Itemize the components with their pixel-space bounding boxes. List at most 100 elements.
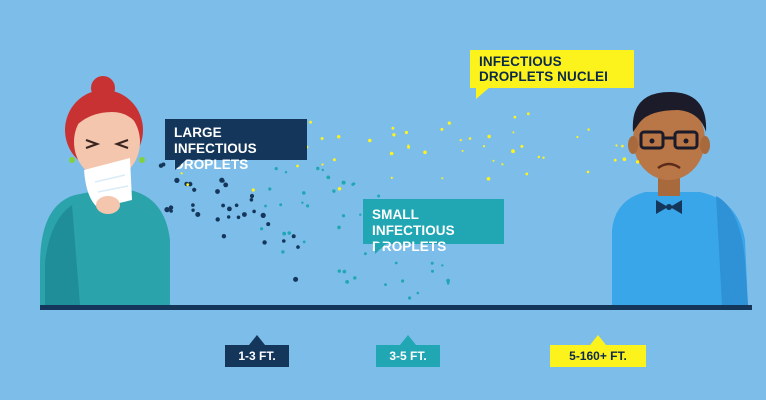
large-droplet xyxy=(191,208,195,212)
nuclei-droplet xyxy=(511,149,515,154)
small-droplet xyxy=(260,227,264,231)
small-droplet xyxy=(401,279,405,283)
small-droplet xyxy=(321,168,324,172)
small-droplet xyxy=(431,269,434,273)
large-droplet xyxy=(234,203,239,208)
small-droplet xyxy=(282,231,287,236)
nuclei-droplet xyxy=(407,145,411,149)
nuclei-droplet xyxy=(613,158,617,162)
small-droplet xyxy=(326,175,331,180)
nuclei-droplet xyxy=(423,150,427,155)
large-droplet xyxy=(249,193,255,199)
nuclei-droplet xyxy=(390,176,393,179)
small-droplet xyxy=(316,166,320,171)
sneezing-woman-icon xyxy=(40,76,170,305)
small-droplets-label: SMALL INFECTIOUS DROPLETS xyxy=(372,207,455,254)
nuclei-droplet xyxy=(251,188,255,192)
small-droplet xyxy=(353,276,357,280)
nuclei-droplet xyxy=(622,157,627,161)
large-droplet xyxy=(168,205,174,210)
large-droplet xyxy=(242,212,247,217)
large-droplet xyxy=(158,163,164,168)
nuclei-droplet xyxy=(537,155,540,159)
ground-line xyxy=(40,305,752,310)
small-droplet xyxy=(359,213,362,216)
nuclei-droplet xyxy=(615,144,618,147)
small-droplet xyxy=(377,194,381,198)
large-droplet xyxy=(282,239,286,243)
distance-label-nuclei: 5-160+ FT. xyxy=(569,349,627,363)
large-droplet xyxy=(221,234,227,239)
nuclei-droplet xyxy=(332,158,336,162)
man-with-glasses-icon xyxy=(612,92,748,305)
nuclei-droplet xyxy=(635,160,640,164)
small-droplet xyxy=(446,282,450,285)
small-droplet xyxy=(268,187,272,191)
nuclei-droplet xyxy=(525,172,529,176)
large-droplet xyxy=(227,215,231,219)
nuclei-droplet xyxy=(501,163,504,166)
small-droplet xyxy=(284,171,288,174)
small-droplet xyxy=(302,240,306,244)
small-droplet xyxy=(384,283,387,286)
nuclei-droplet xyxy=(587,128,590,131)
large-droplet xyxy=(192,187,197,192)
small-droplet xyxy=(351,183,355,186)
small-droplet xyxy=(408,296,412,300)
large-droplet xyxy=(174,177,180,183)
small-droplet xyxy=(394,261,398,265)
nuclei-droplets-callout: INFECTIOUS DROPLETS NUCLEI xyxy=(470,50,634,99)
large-droplet xyxy=(223,182,229,188)
small-droplet xyxy=(337,225,341,230)
small-droplet xyxy=(341,180,346,185)
nuclei-droplet xyxy=(389,151,394,156)
large-droplet xyxy=(296,245,300,249)
nuclei-droplet xyxy=(321,163,324,166)
large-droplet xyxy=(236,215,241,220)
large-droplet xyxy=(191,203,195,207)
large-droplet xyxy=(164,207,170,213)
nuclei-droplet xyxy=(186,183,190,187)
nuclei-droplet xyxy=(391,126,395,130)
large-droplet xyxy=(262,240,267,245)
small-droplet xyxy=(341,214,346,218)
nuclei-droplet xyxy=(320,137,324,140)
small-droplet xyxy=(337,269,341,273)
distance-badge-nuclei: 5-160+ FT. xyxy=(550,335,646,367)
small-droplet xyxy=(363,252,367,256)
nuclei-droplet xyxy=(392,133,396,137)
distance-badge-small: 3-5 FT. xyxy=(376,335,440,367)
large-droplet xyxy=(215,189,220,194)
nuclei-droplet xyxy=(482,145,486,148)
small-droplet xyxy=(287,231,292,235)
nuclei-droplet xyxy=(526,112,530,116)
nuclei-droplet xyxy=(468,137,472,140)
nuclei-droplet xyxy=(542,156,545,159)
nuclei-droplet xyxy=(404,130,408,135)
nuclei-droplet xyxy=(337,187,342,191)
nuclei-droplet xyxy=(337,135,341,139)
large-droplet xyxy=(260,212,266,218)
nuclei-droplet xyxy=(368,138,372,143)
nuclei-droplet xyxy=(296,164,299,168)
nuclei-droplet xyxy=(459,139,462,142)
small-droplet xyxy=(279,203,283,207)
nuclei-droplets-label: INFECTIOUS DROPLETS NUCLEI xyxy=(479,54,609,84)
distance-label-large: 1-3 FT. xyxy=(238,349,276,363)
nuclei-droplet xyxy=(513,115,517,119)
small-droplet xyxy=(416,291,420,295)
large-droplet xyxy=(221,203,226,208)
small-droplet xyxy=(301,201,304,204)
small-droplet xyxy=(281,250,285,254)
nuclei-droplet xyxy=(447,121,451,125)
nuclei-droplet xyxy=(576,135,579,139)
nuclei-droplet xyxy=(492,159,495,162)
nuclei-droplet xyxy=(441,177,444,180)
nuclei-droplet xyxy=(309,120,312,124)
nuclei-droplet xyxy=(621,144,624,148)
nuclei-droplet xyxy=(440,127,444,131)
large-droplet xyxy=(291,234,296,239)
large-droplet xyxy=(215,217,220,222)
small-droplet xyxy=(306,204,310,208)
